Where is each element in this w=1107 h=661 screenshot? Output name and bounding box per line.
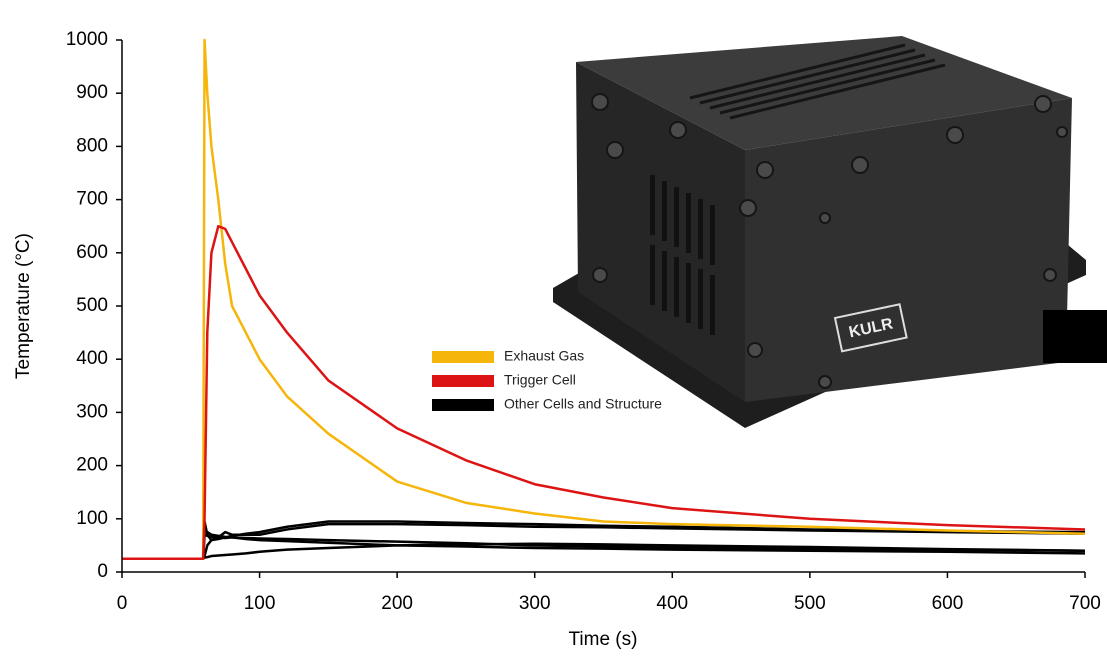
y-tick-label: 200 bbox=[76, 455, 108, 476]
line bbox=[122, 542, 1086, 560]
y-tick-label: 100 bbox=[76, 508, 108, 529]
legend-label: Exhaust Gas bbox=[504, 348, 584, 364]
product-image: KULR bbox=[553, 36, 1086, 428]
line bbox=[122, 224, 1086, 560]
y-tick-label: 800 bbox=[76, 135, 108, 156]
y-tick-label: 0 bbox=[97, 561, 108, 582]
y-tick-label: 400 bbox=[76, 348, 108, 369]
y-tick-label: 500 bbox=[76, 295, 108, 316]
top-face bbox=[576, 36, 1072, 150]
x-axis-label: Time (s) bbox=[569, 629, 638, 650]
x-tick-label: 600 bbox=[932, 593, 964, 614]
y-tick-label: 300 bbox=[76, 401, 108, 422]
y-tick-label: 600 bbox=[76, 242, 108, 263]
x-tick-label: 200 bbox=[381, 593, 413, 614]
line bbox=[122, 38, 1086, 560]
x-tick-label: 0 bbox=[117, 593, 128, 614]
y-tick-label: 1000 bbox=[66, 29, 108, 50]
legend-swatch bbox=[432, 351, 494, 363]
x-tick-label: 500 bbox=[794, 593, 826, 614]
legend-swatch bbox=[432, 399, 494, 411]
y-tick-label: 900 bbox=[76, 82, 108, 103]
y-tick-label: 700 bbox=[76, 189, 108, 210]
x-tick-label: 300 bbox=[519, 593, 551, 614]
screws bbox=[591, 93, 1068, 389]
top-vents bbox=[689, 43, 946, 120]
line bbox=[122, 528, 1086, 560]
black-box bbox=[1043, 310, 1107, 363]
x-tick-label: 700 bbox=[1069, 593, 1101, 614]
legend-label: Trigger Cell bbox=[504, 372, 576, 388]
x-tick-label: 100 bbox=[244, 593, 276, 614]
front-vents bbox=[650, 175, 715, 335]
legend-label: Other Cells and Structure bbox=[504, 396, 662, 412]
side-face bbox=[745, 98, 1072, 402]
x-tick-label: 400 bbox=[656, 593, 688, 614]
y-axis-label: Temperature (°C) bbox=[13, 233, 34, 379]
line bbox=[122, 520, 1086, 560]
legend-swatch bbox=[432, 375, 494, 387]
